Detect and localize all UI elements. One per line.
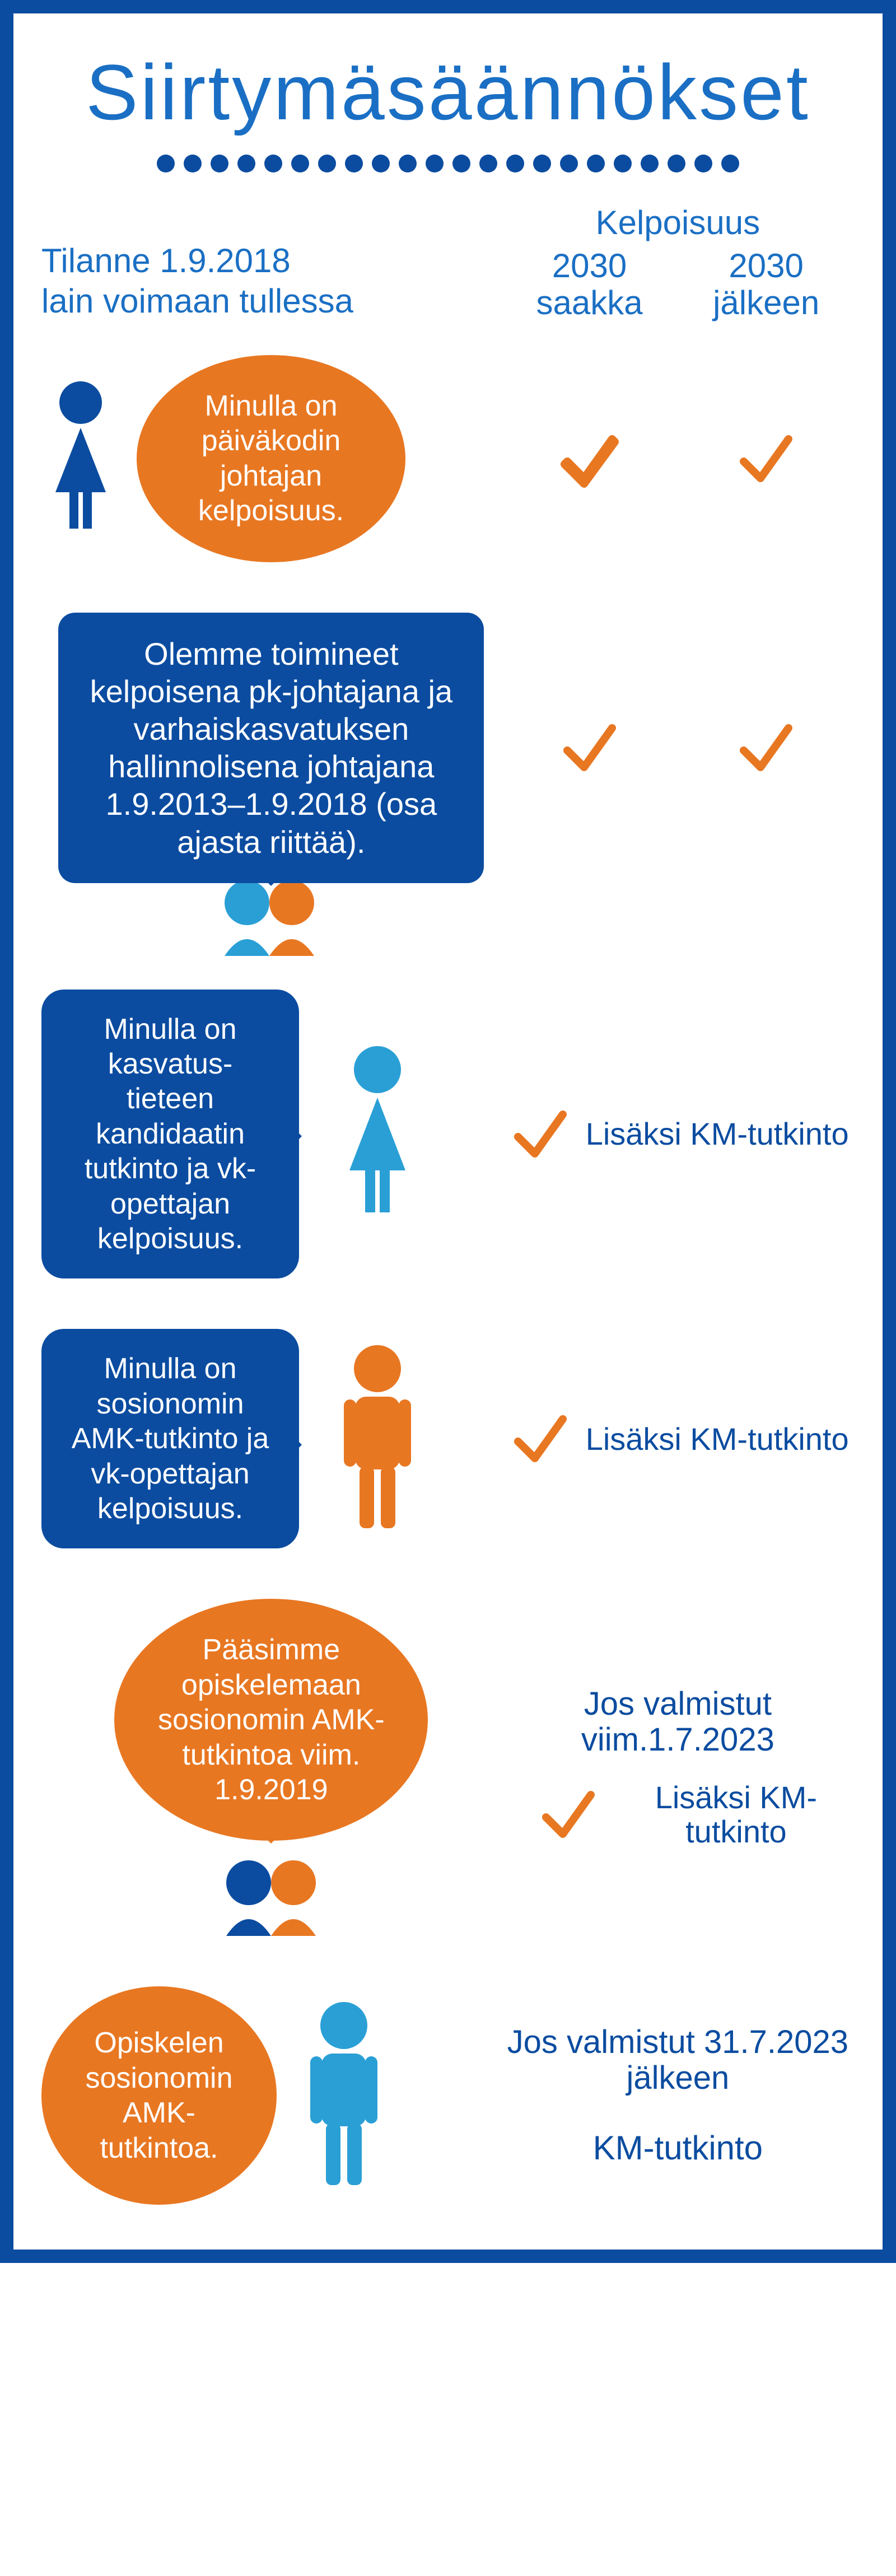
bubble-4: Minulla on sosionomin AMK-tutkinto ja vk…: [41, 1329, 299, 1548]
row5-note: Lisäksi KM-tutkinto: [618, 1780, 855, 1849]
check-icon: [507, 1405, 574, 1472]
check-icon: [535, 1781, 595, 1848]
row-3: Minulla on kasvatus-tieteen kandidaatin …: [41, 990, 855, 1279]
bubble-5: Pääsimme opiskelemaan sosionomin AMK-tut…: [114, 1599, 428, 1841]
row-1: Minulla on päiväkodin johtajan kelpoisuu…: [41, 355, 855, 562]
row6-note: KM-tutkinto: [593, 2130, 763, 2167]
man-icon: [333, 1343, 422, 1534]
bubble-6: Opiskelen sosionomin AMK-tutkintoa.: [41, 1986, 277, 2205]
check-icon: [556, 425, 623, 492]
header-left-line2: lain voimaan tullessa: [41, 281, 501, 321]
woman-icon: [41, 380, 120, 537]
row-5: Pääsimme opiskelemaan sosionomin AMK-tut…: [41, 1599, 855, 1936]
bubble-3: Minulla on kasvatus-tieteen kandidaatin …: [41, 990, 299, 1279]
row-4: Minulla on sosionomin AMK-tutkinto ja vk…: [41, 1329, 855, 1548]
bubble-1: Minulla on päiväkodin johtajan kelpoisuu…: [137, 355, 405, 562]
infographic-container: Siirtymäsäännökset Tilanne 1.9.2018 lain…: [0, 0, 896, 2263]
header-left-line1: Tilanne 1.9.2018: [41, 241, 501, 281]
header-col1: 2030 saakka: [536, 248, 642, 321]
header-col2: 2030 jälkeen: [713, 248, 819, 321]
row-2: Olemme toimineet kelpoisena pk-johtajana…: [41, 613, 855, 956]
row4-note: Lisäksi KM-tutkinto: [586, 1422, 849, 1457]
header-row: Tilanne 1.9.2018 lain voimaan tullessa K…: [41, 203, 855, 321]
header-kelpoisuus: Kelpoisuus: [501, 203, 855, 242]
man-icon: [299, 2000, 389, 2191]
row5-top-note: Jos valmistut viim.1.7.2023: [501, 1686, 855, 1758]
row-6: Opiskelen sosionomin AMK-tutkintoa. Jos …: [41, 1986, 855, 2205]
row6-top-note: Jos valmistut 31.7.2023 jälkeen: [501, 2024, 855, 2096]
check-icon: [732, 425, 800, 492]
check-icon: [556, 714, 623, 781]
dot-divider: [41, 155, 855, 175]
check-icon: [732, 714, 800, 781]
woman-icon: [333, 1044, 422, 1224]
bubble-2: Olemme toimineet kelpoisena pk-johtajana…: [58, 613, 484, 883]
two-faces-icon: [226, 1858, 316, 1936]
row3-note: Lisäksi KM-tutkinto: [586, 1117, 849, 1151]
check-icon: [507, 1100, 574, 1168]
page-title: Siirtymäsäännökset: [41, 47, 855, 138]
